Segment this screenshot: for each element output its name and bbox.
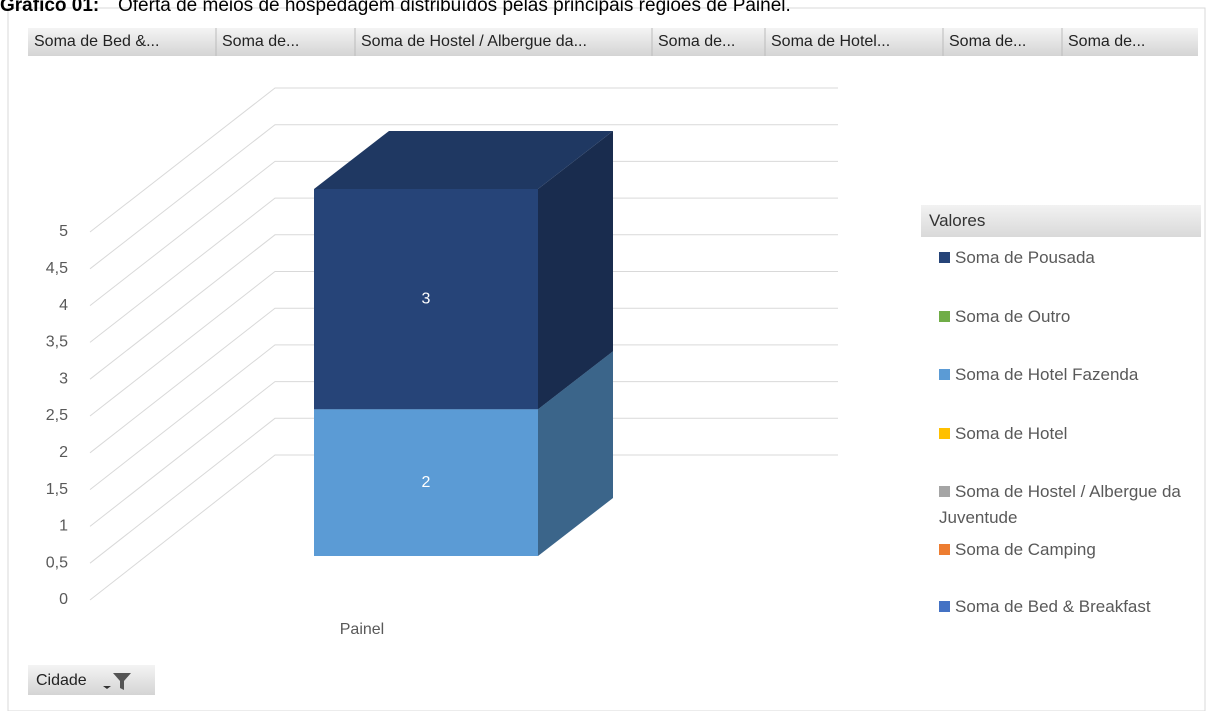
grid-line	[89, 417, 838, 564]
legend-swatch	[939, 311, 950, 322]
legend-item: Soma de Hotel Fazenda	[939, 362, 1201, 388]
x-tick-label: Painel	[340, 621, 384, 638]
field-button-label: Soma de...	[222, 33, 299, 50]
y-tick-label: 4	[59, 297, 68, 314]
legend-label: Soma de Outro	[955, 307, 1071, 326]
filter-icon	[113, 673, 131, 690]
legend-swatch	[939, 601, 950, 612]
legend-swatch	[939, 252, 950, 263]
filter-label: Cidade	[36, 672, 87, 689]
grid-line	[89, 197, 838, 343]
grid-line	[89, 271, 838, 417]
grid-line	[89, 381, 838, 527]
legend-swatch	[939, 369, 950, 380]
legend-swatch	[939, 486, 950, 497]
field-button-label: Soma de Bed &...	[34, 33, 159, 50]
legend-label: Soma de Hostel / Albergue da Juventude	[939, 482, 1181, 527]
field-bar	[28, 28, 1198, 56]
grid-line	[89, 307, 838, 454]
grid-line	[89, 234, 838, 380]
legend: Valores Soma de Pousada Soma de Outro Soma…	[921, 205, 1201, 616]
legend-label: Soma de Pousada	[955, 248, 1095, 267]
y-tick-label: 0,5	[46, 554, 68, 571]
chart-title: Oferta de meios de hospedagem distribuíd…	[118, 0, 791, 16]
grid-line	[89, 454, 838, 601]
grid-line	[89, 344, 838, 490]
legend-swatch	[939, 428, 950, 439]
field-button-label: Soma de Hotel...	[771, 33, 890, 50]
legend-label: Soma de Hotel Fazenda	[955, 365, 1139, 384]
legend-swatch	[939, 544, 950, 555]
y-tick-label: 0	[59, 591, 68, 608]
y-tick-label: 5	[59, 223, 68, 240]
y-tick-label: 4,5	[46, 260, 68, 277]
filter-button[interactable]	[28, 665, 155, 695]
legend-label: Soma de Bed & Breakfast	[955, 597, 1151, 616]
field-button-label: Soma de Hostel / Albergue da...	[361, 33, 587, 50]
legend-label: Soma de Hotel	[955, 424, 1068, 443]
bar-side	[538, 351, 613, 556]
bar	[314, 189, 538, 410]
field-button-label: Soma de...	[658, 33, 735, 50]
bar	[314, 409, 538, 556]
bar-top	[314, 131, 613, 189]
y-tick-label: 2,5	[46, 407, 68, 424]
legend-item: Soma de Hotel	[939, 421, 1201, 447]
grid-line	[89, 87, 838, 233]
y-tick-label: 1,5	[46, 481, 68, 498]
field-button-label: Soma de...	[949, 33, 1026, 50]
legend-title: Valores	[921, 205, 1201, 237]
grid-line	[89, 160, 838, 306]
legend-item: Soma de Bed & Breakfast	[939, 594, 1201, 620]
dropdown-icon	[103, 686, 111, 689]
chart-title-prefix: Gráfico 01:	[0, 0, 99, 16]
chart-border	[7, 7, 1206, 711]
y-tick-label: 3	[59, 370, 68, 387]
legend-item: Soma de Outro	[939, 304, 1201, 330]
y-tick-label: 1	[59, 518, 68, 535]
legend-item: Soma de Pousada	[939, 245, 1201, 271]
data-label: 3	[422, 290, 431, 307]
legend-item: Soma de Hostel / Albergue da Juventude	[939, 479, 1201, 531]
y-tick-label: 3,5	[46, 334, 68, 351]
field-button-label: Soma de...	[1068, 33, 1145, 50]
data-label: 2	[422, 474, 431, 491]
bar-side	[538, 131, 613, 410]
legend-label: Soma de Camping	[955, 540, 1096, 559]
legend-item: Soma de Camping	[939, 537, 1201, 563]
y-tick-label: 2	[59, 444, 68, 461]
grid-line	[89, 124, 838, 270]
